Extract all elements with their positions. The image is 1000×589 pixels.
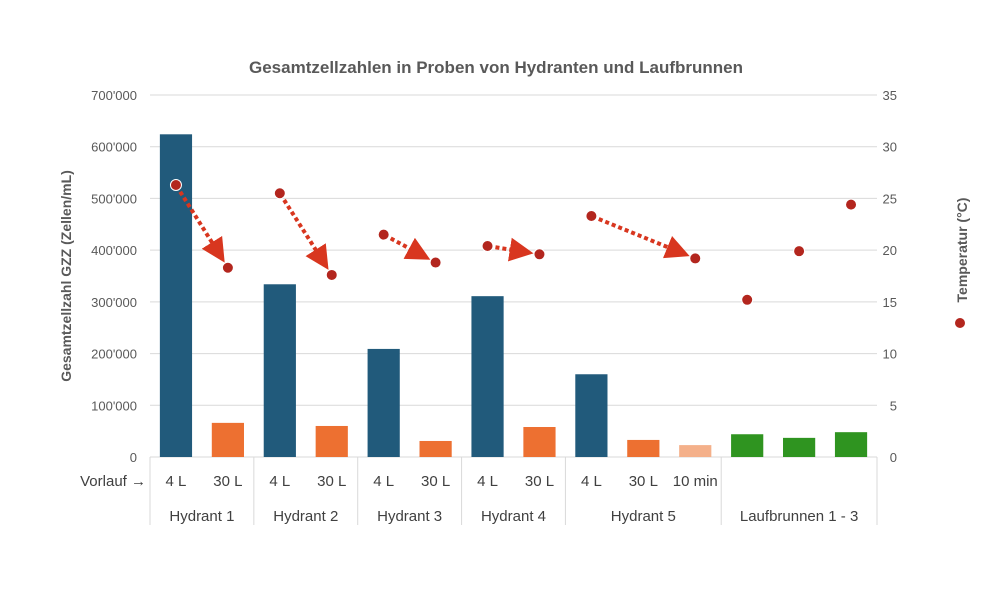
bar-gzz (419, 440, 452, 457)
group-label: Hydrant 2 (273, 508, 338, 525)
bar-gzz (523, 427, 556, 457)
chart-title: Gesamtzellzahlen in Proben von Hydranten… (249, 58, 743, 77)
temperature-point (689, 252, 702, 265)
bar-gzz (575, 374, 608, 457)
y-tick-label: 0 (130, 450, 137, 465)
temperature-point (169, 178, 182, 191)
row-label-vorlauf: Vorlauf → (80, 473, 146, 490)
group-label: Hydrant 4 (481, 508, 546, 525)
temperature-point (429, 256, 442, 269)
bar-gzz (679, 445, 712, 457)
group-label: Hydrant 5 (611, 508, 676, 525)
temperature-point (273, 187, 286, 200)
temperature-point (325, 268, 338, 281)
bar-gzz (367, 348, 400, 457)
group-label: Hydrant 1 (169, 508, 234, 525)
group-label: Hydrant 3 (377, 508, 442, 525)
bar-gzz (263, 284, 296, 457)
y-tick-label: 600'000 (91, 140, 137, 155)
category-label: 30 L (629, 473, 658, 490)
bar-gzz (471, 296, 504, 457)
y-tick-label: 400'000 (91, 243, 137, 258)
y2-tick-label: 30 (883, 140, 897, 155)
trend-arrow (178, 190, 225, 263)
category-label: 4 L (477, 473, 498, 490)
y2-tick-label: 25 (883, 191, 897, 206)
bar-gzz (783, 437, 816, 457)
trend-arrow (389, 236, 431, 260)
y2-tick-label: 5 (890, 398, 897, 413)
temperature-point (585, 210, 598, 223)
temperature-point (481, 240, 494, 253)
group-label: Laufbrunnen 1 - 3 (740, 508, 858, 525)
y2-tick-label: 20 (883, 243, 897, 258)
temperature-point (377, 228, 390, 241)
temperature-point (741, 293, 754, 306)
temperature-point (845, 198, 858, 211)
y-axis-label: Gesamtzellzahl GZZ (Zellen/mL) (58, 170, 74, 382)
bar-gzz (731, 434, 764, 457)
bar-gzz (834, 432, 868, 457)
y2-tick-label: 10 (883, 347, 897, 362)
category-label: 30 L (213, 473, 242, 490)
y-tick-label: 700'000 (91, 88, 137, 103)
y2-tick-label: 0 (890, 450, 897, 465)
category-label: 10 min (673, 473, 718, 490)
trend-arrow (282, 198, 329, 270)
temperature-point (793, 245, 806, 258)
bar-gzz (211, 422, 244, 457)
category-label: 4 L (581, 473, 602, 490)
category-label: 4 L (166, 473, 187, 490)
y-tick-label: 100'000 (91, 398, 137, 413)
trend-arrow (495, 237, 534, 262)
trend-arrow (598, 217, 690, 259)
temperature-point (533, 248, 546, 261)
temperature-point (221, 261, 234, 274)
y2-axis-label: Temperatur (°C) (954, 198, 970, 303)
y-tick-label: 500'000 (91, 191, 137, 206)
temperature-legend-marker (955, 318, 965, 328)
category-label: 30 L (317, 473, 346, 490)
category-label: 30 L (421, 473, 450, 490)
bar-gzz (315, 425, 348, 457)
y2-tick-label: 15 (883, 295, 897, 310)
y-tick-label: 200'000 (91, 347, 137, 362)
category-label: 30 L (525, 473, 554, 490)
y-tick-label: 300'000 (91, 295, 137, 310)
bar-gzz (627, 439, 660, 457)
y2-tick-label: 35 (883, 88, 897, 103)
category-label: 4 L (269, 473, 290, 490)
category-label: 4 L (373, 473, 394, 490)
